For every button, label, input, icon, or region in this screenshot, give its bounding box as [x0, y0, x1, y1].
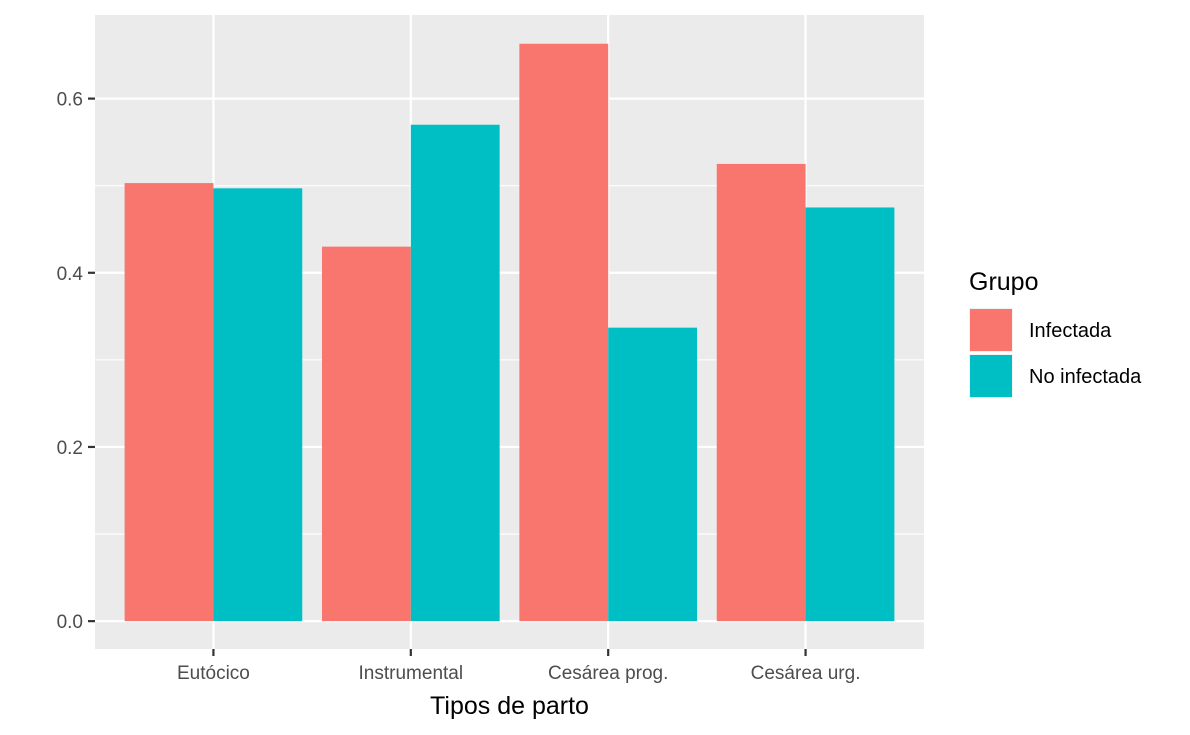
- bars: [124, 43, 895, 622]
- bar: [213, 188, 303, 622]
- x-tick-label: Instrumental: [359, 663, 464, 684]
- y-tick-label: 0.0: [57, 612, 83, 633]
- legend-swatch: [970, 355, 1012, 397]
- x-tick-label: Cesárea urg.: [751, 663, 861, 684]
- bar: [716, 163, 806, 622]
- bar: [519, 43, 609, 622]
- bar: [410, 124, 500, 622]
- bar: [805, 207, 895, 622]
- y-tick-label: 0.6: [57, 90, 83, 111]
- x-tick-label: Cesárea prog.: [548, 663, 668, 684]
- y-axis: 0.0 0.2 0.4 0.6: [57, 90, 95, 633]
- legend-label: Infectada: [1029, 320, 1112, 342]
- bar: [321, 246, 411, 622]
- bar: [608, 327, 698, 622]
- legend-label: No infectada: [1029, 366, 1142, 388]
- x-axis: Eutócico Instrumental Cesárea prog. Cesárea…: [177, 649, 861, 684]
- y-tick-label: 0.4: [57, 264, 84, 285]
- y-tick-label: 0.2: [57, 438, 83, 459]
- legend-title: Grupo: [969, 268, 1038, 296]
- legend: Grupo Infectada No infectada: [969, 268, 1142, 398]
- x-tick-label: Eutócico: [177, 663, 250, 684]
- x-axis-title: Tipos de parto: [430, 692, 589, 720]
- legend-swatch: [970, 309, 1012, 351]
- bar: [124, 183, 214, 622]
